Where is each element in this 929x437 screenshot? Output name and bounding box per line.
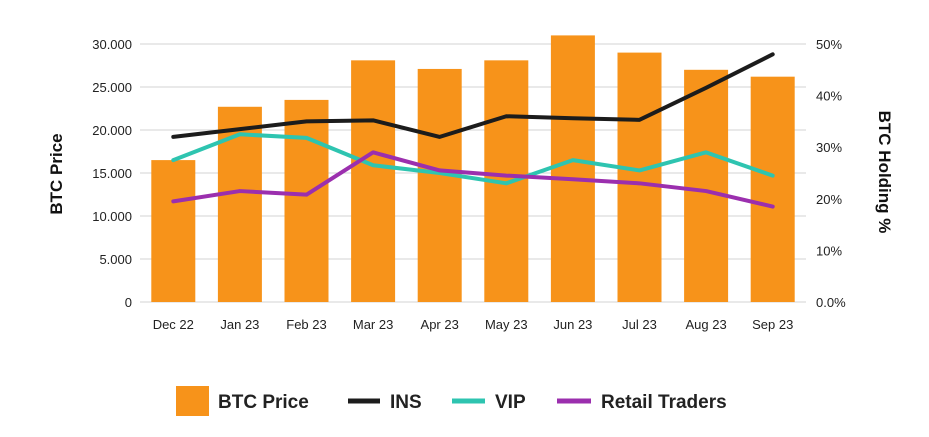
y-tick-label: 20.000 (92, 123, 132, 138)
y-tick-label: 0 (125, 295, 132, 310)
x-tick-label: Jul 23 (622, 317, 657, 332)
y2-tick-label: 40% (816, 89, 842, 104)
x-tick-label: Apr 23 (421, 317, 459, 332)
x-tick-label: Feb 23 (286, 317, 326, 332)
x-tick-label: Sep 23 (752, 317, 793, 332)
y2-axis-title: BTC Holding % (875, 111, 894, 234)
series-line-vip (171, 132, 775, 186)
x-tick-label: May 23 (485, 317, 528, 332)
y-tick-label: 25.000 (92, 80, 132, 95)
left-axis-ticks: 0 5.000 10.000 15.000 20.000 25.000 30.000 (92, 37, 132, 310)
y2-tick-label: 0.0% (816, 295, 846, 310)
bar-btc-price (151, 160, 196, 302)
y2-tick-label: 30% (816, 140, 842, 155)
y2-tick-label: 50% (816, 37, 842, 52)
x-tick-label: Jun 23 (553, 317, 592, 332)
bars-group (151, 35, 795, 303)
legend-label-retail-traders: Retail Traders (601, 392, 727, 413)
y-axis-title: BTC Price (47, 133, 66, 214)
x-tick-label: Jan 23 (220, 317, 259, 332)
bar-btc-price (351, 60, 396, 303)
y-tick-label: 10.000 (92, 209, 132, 224)
bar-btc-price (617, 52, 662, 302)
y-tick-label: 30.000 (92, 37, 132, 52)
x-tick-label: Mar 23 (353, 317, 393, 332)
bar-btc-price (284, 99, 329, 303)
legend-label-ins: INS (390, 392, 422, 413)
series-line-ins (171, 52, 775, 139)
right-axis-ticks: 0.0% 10% 20% 30% 40% 50% (816, 37, 846, 310)
bar-btc-price (750, 76, 795, 303)
y2-tick-label: 20% (816, 192, 842, 207)
y-tick-label: 5.000 (99, 252, 132, 267)
bar-btc-price (684, 69, 729, 302)
legend-swatch-btc-price (176, 386, 209, 416)
lines-group (171, 52, 775, 209)
x-tick-label: Dec 22 (153, 317, 194, 332)
legend-label-vip: VIP (495, 392, 526, 413)
series-line-retail-traders (171, 150, 775, 209)
bar-btc-price (417, 68, 462, 302)
x-axis-ticks: Dec 22 Jan 23 Feb 23 Mar 23 Apr 23 May 23 Jun … (153, 317, 794, 332)
legend: BTC Price INS VIP Retail Traders (176, 386, 727, 416)
x-tick-label: Aug 23 (685, 317, 726, 332)
bar-btc-price (550, 35, 595, 303)
y2-tick-label: 10% (816, 243, 842, 258)
y-tick-label: 15.000 (92, 166, 132, 181)
legend-label-btc-price: BTC Price (218, 392, 309, 413)
